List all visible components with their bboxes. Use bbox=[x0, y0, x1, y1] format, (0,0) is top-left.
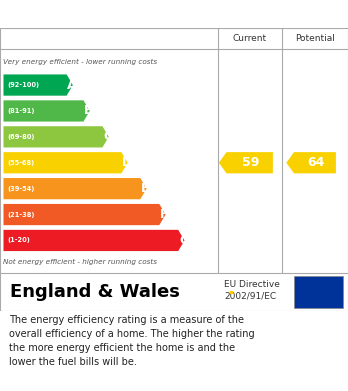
Text: (92-100): (92-100) bbox=[8, 82, 40, 88]
Text: Very energy efficient - lower running costs: Very energy efficient - lower running co… bbox=[3, 59, 158, 65]
Text: 59: 59 bbox=[242, 156, 260, 169]
Text: Not energy efficient - higher running costs: Not energy efficient - higher running co… bbox=[3, 259, 158, 265]
Text: (69-80): (69-80) bbox=[8, 134, 35, 140]
Text: A: A bbox=[68, 79, 77, 91]
Text: The energy efficiency rating is a measure of the
overall efficiency of a home. T: The energy efficiency rating is a measur… bbox=[9, 315, 254, 367]
Text: G: G bbox=[179, 234, 189, 247]
Bar bbox=[294, 276, 343, 308]
Text: 64: 64 bbox=[307, 156, 325, 169]
Text: F: F bbox=[160, 208, 168, 221]
Text: (1-20): (1-20) bbox=[8, 237, 31, 244]
Text: D: D bbox=[122, 156, 132, 169]
Polygon shape bbox=[3, 74, 73, 96]
Text: (55-68): (55-68) bbox=[8, 160, 35, 166]
Polygon shape bbox=[3, 126, 109, 147]
Text: Potential: Potential bbox=[295, 34, 335, 43]
Polygon shape bbox=[3, 204, 166, 225]
Polygon shape bbox=[219, 152, 273, 173]
Polygon shape bbox=[3, 178, 147, 199]
Text: EU Directive
2002/91/EC: EU Directive 2002/91/EC bbox=[224, 280, 280, 301]
Text: (81-91): (81-91) bbox=[8, 108, 35, 114]
Text: (39-54): (39-54) bbox=[8, 186, 35, 192]
Polygon shape bbox=[3, 152, 128, 173]
Text: C: C bbox=[103, 130, 112, 143]
Polygon shape bbox=[3, 100, 90, 122]
Polygon shape bbox=[286, 152, 336, 173]
Text: Current: Current bbox=[232, 34, 267, 43]
Text: England & Wales: England & Wales bbox=[10, 283, 180, 301]
Text: Energy Efficiency Rating: Energy Efficiency Rating bbox=[10, 7, 231, 22]
Text: E: E bbox=[141, 182, 150, 195]
Text: (21-38): (21-38) bbox=[8, 212, 35, 217]
Polygon shape bbox=[3, 230, 184, 251]
Text: B: B bbox=[84, 104, 94, 117]
